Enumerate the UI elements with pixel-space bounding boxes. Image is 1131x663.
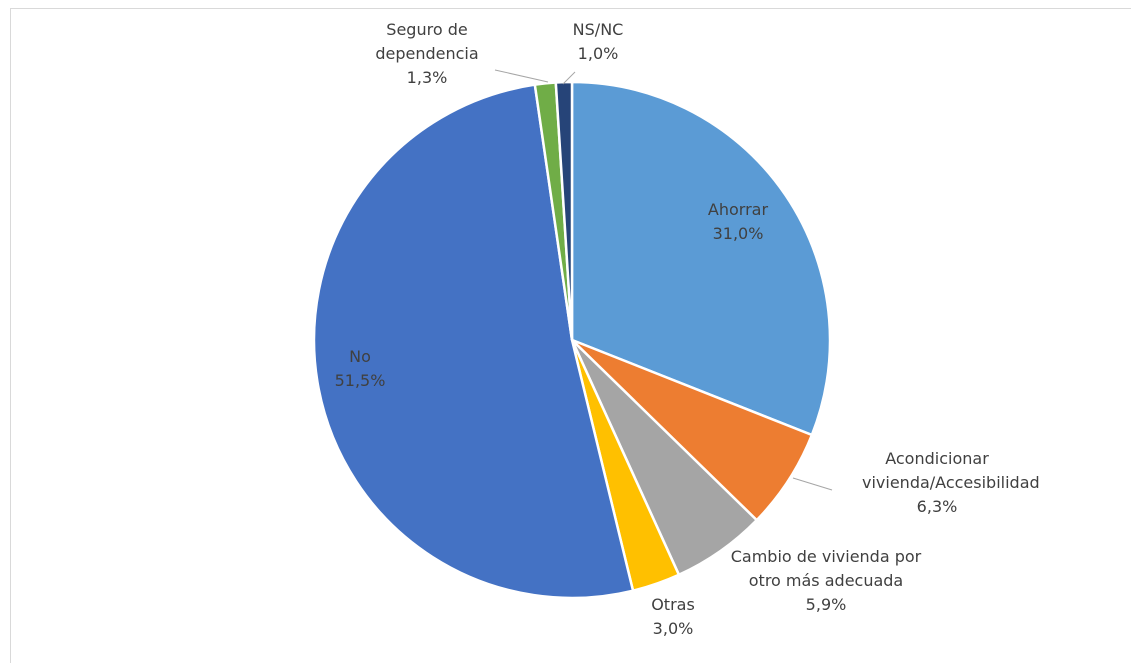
value-label: 5,9% xyxy=(805,595,847,614)
leader-line xyxy=(792,477,833,491)
data-label: Acondicionar vivienda/Accesibilidad 6,3% xyxy=(862,447,1040,519)
pie-slice xyxy=(570,80,832,437)
value-label: 1,3% xyxy=(406,68,448,87)
category-label: Acondicionar vivienda/Accesibilidad xyxy=(862,449,1040,492)
data-label: Otras 3,0% xyxy=(633,593,713,641)
category-label: Otras xyxy=(651,595,695,614)
category-label: NS/NC xyxy=(572,20,624,39)
chart-frame xyxy=(10,8,1131,663)
value-label: 51,5% xyxy=(334,371,386,390)
value-label: 31,0% xyxy=(712,224,764,243)
data-label: Seguro de dependencia 1,3% xyxy=(357,18,497,90)
leader-line xyxy=(562,71,576,85)
category-label: Seguro de dependencia xyxy=(375,20,479,63)
data-label: Ahorrar 31,0% xyxy=(678,198,798,246)
value-label: 6,3% xyxy=(916,497,958,516)
value-label: 3,0% xyxy=(652,619,694,638)
pie-slice xyxy=(554,80,574,341)
data-label: NS/NC 1,0% xyxy=(558,18,638,66)
leader-line xyxy=(494,69,549,83)
category-label: No xyxy=(349,347,371,366)
category-label: Cambio de vivienda por otro más adecuada xyxy=(730,547,922,590)
data-label: No 51,5% xyxy=(320,345,400,393)
category-label: Ahorrar xyxy=(707,200,769,219)
data-label: Cambio de vivienda por otro más adecuada… xyxy=(726,545,926,617)
value-label: 1,0% xyxy=(577,44,619,63)
